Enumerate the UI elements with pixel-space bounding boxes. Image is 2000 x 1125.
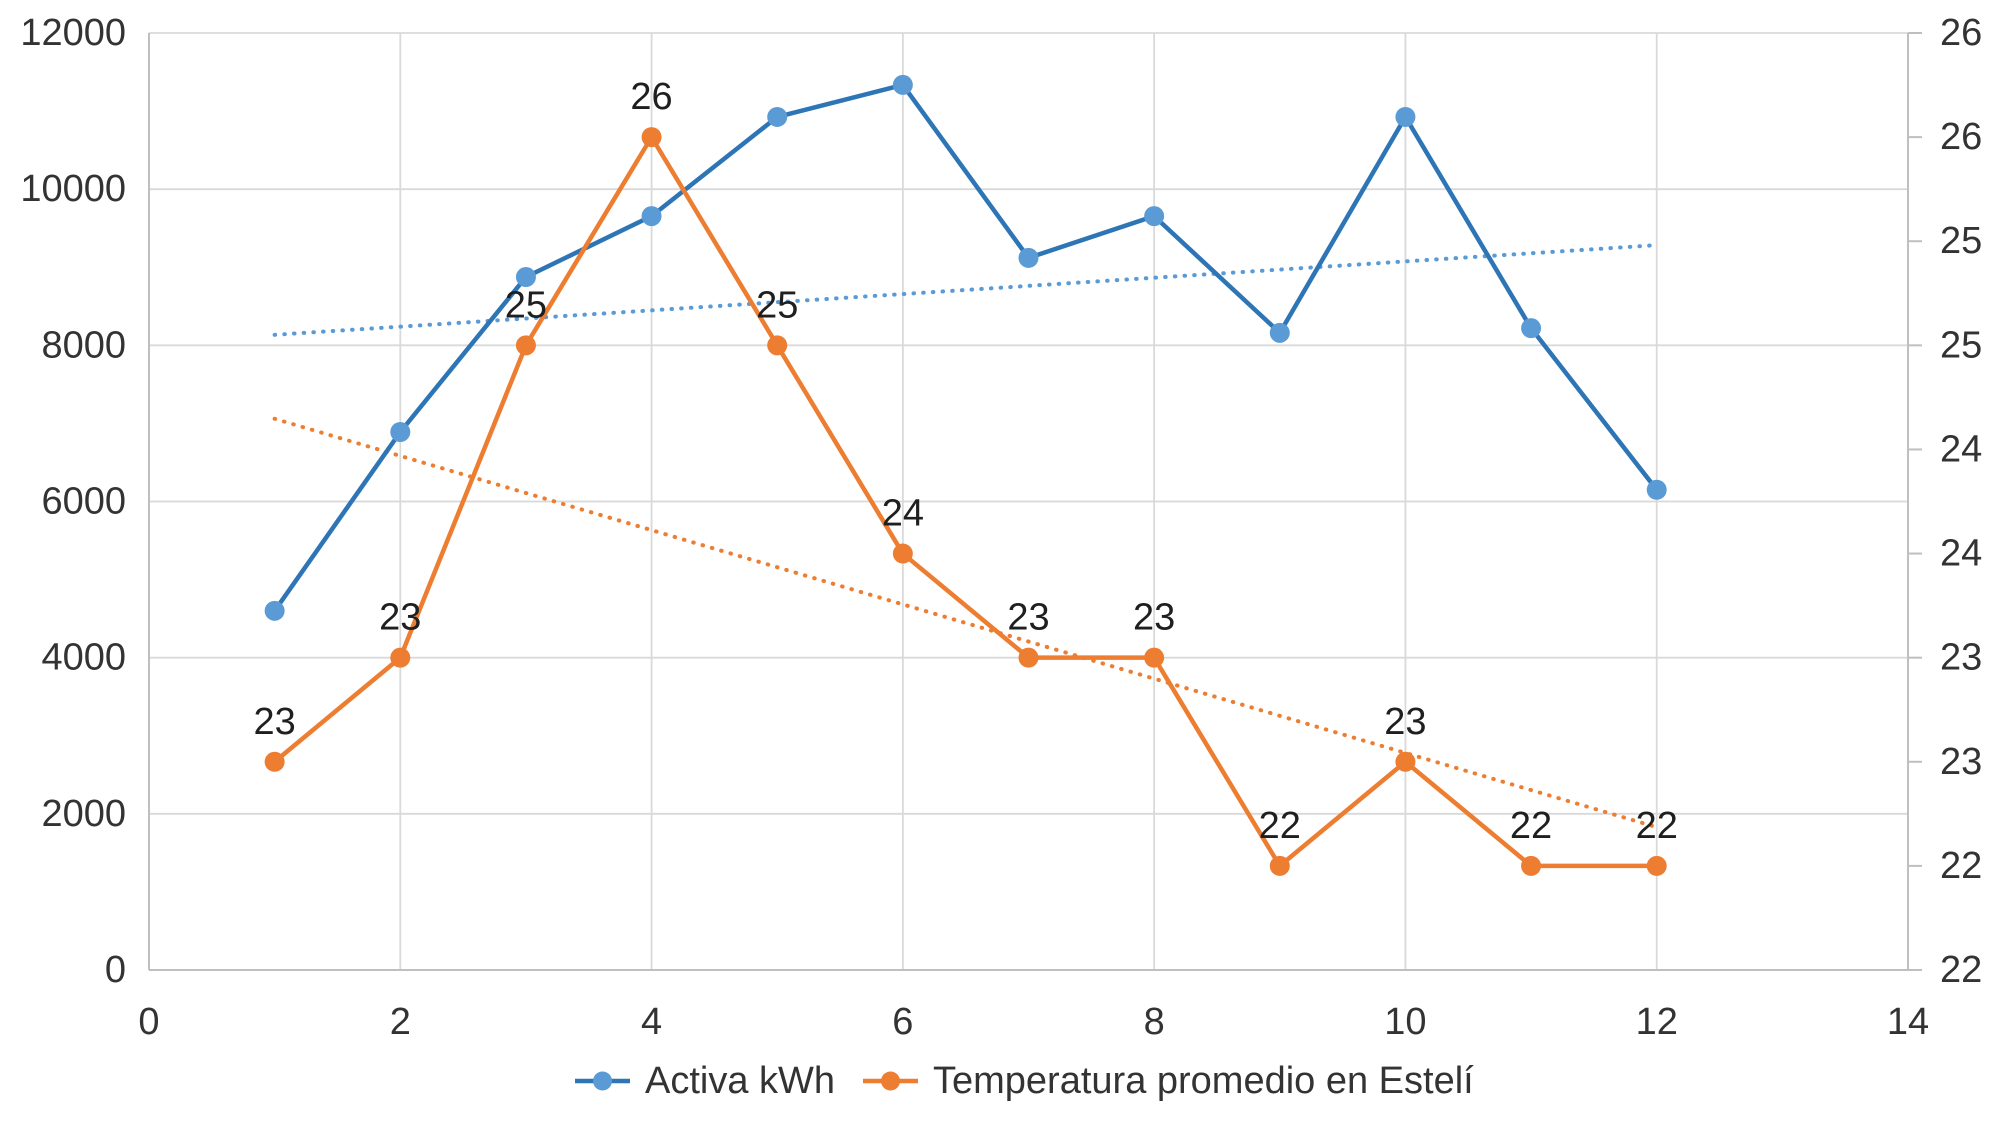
y-left-tick-label: 12000 bbox=[20, 12, 126, 54]
data-point-marker[interactable] bbox=[1018, 647, 1039, 668]
legend-item-activa-kwh[interactable]: Activa kWh bbox=[575, 1060, 835, 1102]
y-right-tick-label: 25 bbox=[1940, 324, 1982, 366]
data-point-label: 23 bbox=[1384, 701, 1426, 743]
data-point-label: 23 bbox=[1007, 597, 1049, 639]
data-point-marker[interactable] bbox=[1646, 479, 1667, 500]
data-point-marker[interactable] bbox=[1395, 751, 1416, 772]
y-right-tick-label: 26 bbox=[1940, 12, 1982, 54]
data-point-marker[interactable] bbox=[1269, 322, 1290, 343]
x-tick-label: 12 bbox=[1636, 1001, 1678, 1043]
y-right-tick-label: 26 bbox=[1940, 116, 1982, 158]
trendlines bbox=[272, 243, 1659, 830]
data-point-marker[interactable] bbox=[1521, 318, 1542, 339]
data-point-marker[interactable] bbox=[767, 335, 788, 356]
axes bbox=[148, 32, 1922, 971]
data-point-marker[interactable] bbox=[1521, 855, 1542, 876]
data-point-marker[interactable] bbox=[515, 335, 536, 356]
data-point-label: 22 bbox=[1259, 805, 1301, 847]
series-line[interactable] bbox=[272, 134, 1659, 869]
y-left-tick-label: 6000 bbox=[41, 481, 126, 523]
y-left-tick-label: 0 bbox=[105, 949, 126, 991]
y-left-tick-label: 10000 bbox=[20, 168, 126, 210]
data-point-marker[interactable] bbox=[892, 543, 913, 564]
y-left-tick-label: 2000 bbox=[41, 793, 126, 835]
data-point-marker[interactable] bbox=[1018, 247, 1039, 268]
trendline bbox=[272, 416, 1659, 830]
data-point-marker[interactable] bbox=[390, 422, 411, 443]
legend-item-temperatura[interactable]: Temperatura promedio en Estelí bbox=[863, 1060, 1474, 1102]
y-right-tick-label: 25 bbox=[1940, 220, 1982, 262]
series-temperatura[interactable] bbox=[264, 127, 1667, 876]
x-tick-label: 10 bbox=[1384, 1001, 1426, 1043]
data-point-label: 25 bbox=[505, 284, 547, 326]
data-point-marker[interactable] bbox=[264, 600, 285, 621]
trendline bbox=[272, 243, 1659, 337]
series[interactable] bbox=[264, 74, 1667, 876]
series-activa-kwh[interactable] bbox=[264, 74, 1667, 621]
series-line[interactable] bbox=[272, 82, 1659, 614]
data-point-label: 23 bbox=[254, 701, 296, 743]
data-point-label: 24 bbox=[882, 493, 924, 535]
data-point-marker[interactable] bbox=[264, 751, 285, 772]
y-right-tick-label: 24 bbox=[1940, 428, 1982, 470]
data-point-marker[interactable] bbox=[1646, 855, 1667, 876]
x-tick-label: 2 bbox=[390, 1001, 411, 1043]
data-point-label: 23 bbox=[379, 597, 421, 639]
y-right-tick-label: 22 bbox=[1940, 949, 1982, 991]
y-left-tick-label: 8000 bbox=[41, 324, 126, 366]
y-right-tick-label: 24 bbox=[1940, 533, 1982, 575]
legend-marker-dot bbox=[593, 1071, 612, 1091]
data-point-marker[interactable] bbox=[1269, 855, 1290, 876]
y-left-tick-label: 4000 bbox=[41, 637, 126, 679]
y-right-tick-label: 22 bbox=[1940, 845, 1982, 887]
axis-labels: 1200010000800060004000200002626252524242… bbox=[20, 12, 1982, 1043]
data-point-marker[interactable] bbox=[892, 74, 913, 95]
y-right-tick-label: 23 bbox=[1940, 637, 1982, 679]
legend-marker-dot bbox=[881, 1071, 900, 1091]
data-point-label: 26 bbox=[630, 76, 672, 118]
data-point-marker[interactable] bbox=[641, 206, 662, 227]
legend[interactable]: Activa kWh Temperatura promedio en Estelí bbox=[575, 1060, 1474, 1102]
y-right-tick-label: 23 bbox=[1940, 741, 1982, 783]
legend-label: Temperatura promedio en Estelí bbox=[933, 1060, 1474, 1102]
legend-label: Activa kWh bbox=[645, 1060, 835, 1102]
x-tick-label: 4 bbox=[641, 1001, 662, 1043]
data-point-label: 23 bbox=[1133, 597, 1175, 639]
data-point-marker[interactable] bbox=[1395, 106, 1416, 127]
x-tick-label: 0 bbox=[138, 1001, 159, 1043]
data-labels: 23 23 25 26 25 24 23 23 22 23 22 22 bbox=[254, 76, 1678, 847]
data-point-label: 22 bbox=[1636, 805, 1678, 847]
x-tick-label: 8 bbox=[1144, 1001, 1165, 1043]
data-point-marker[interactable] bbox=[1144, 647, 1165, 668]
data-point-marker[interactable] bbox=[767, 106, 788, 127]
data-point-marker[interactable] bbox=[641, 127, 662, 148]
data-point-marker[interactable] bbox=[390, 647, 411, 668]
data-point-label: 25 bbox=[756, 284, 798, 326]
data-point-label: 22 bbox=[1510, 805, 1552, 847]
x-tick-label: 6 bbox=[892, 1001, 913, 1043]
x-tick-label: 14 bbox=[1887, 1001, 1929, 1043]
data-point-marker[interactable] bbox=[1144, 206, 1165, 227]
data-point-marker[interactable] bbox=[515, 267, 536, 288]
